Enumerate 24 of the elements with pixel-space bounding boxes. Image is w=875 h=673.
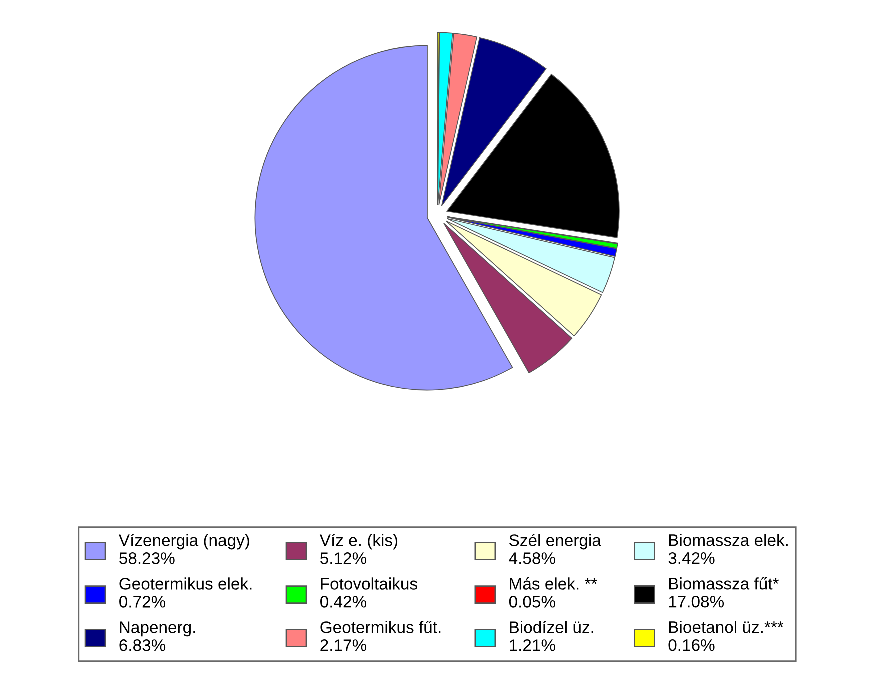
legend-label: Víz e. (kis) xyxy=(320,534,398,550)
legend-label: Biodízel üz. xyxy=(510,620,594,634)
legend-label: Más elek. ** xyxy=(510,577,598,590)
data-label: 4.58% xyxy=(509,552,556,564)
data-label: 5.12% xyxy=(320,552,367,564)
data-label: 1.21% xyxy=(510,640,556,652)
legend-label: Biomassza elek. xyxy=(669,534,788,546)
legend-label: Biomassza fűt* xyxy=(669,577,779,590)
data-label: 0.72% xyxy=(120,596,166,608)
legend-label: Szél energia xyxy=(510,534,602,550)
data-label: 2.17% xyxy=(320,640,367,652)
legend-label: Geotermikus elek. xyxy=(120,578,252,590)
legend-label: Bioetanol üz.*** xyxy=(669,621,784,634)
legend-label: Geotermikus fűt. xyxy=(320,620,441,634)
legend-label: Vízenergia (nagy) xyxy=(118,534,250,550)
data-label: 17.08% xyxy=(669,596,724,608)
data-label: 3.42% xyxy=(668,552,715,564)
data-label: 58.23% xyxy=(120,552,175,564)
legend-label: Fotovoltaikus xyxy=(321,578,418,590)
data-label: 6.83% xyxy=(120,640,166,652)
data-label: 0.16% xyxy=(668,639,715,652)
data-label: 0.05% xyxy=(509,596,556,608)
legend-label: Napenerg. xyxy=(120,622,196,637)
data-label: 0.42% xyxy=(320,596,367,608)
